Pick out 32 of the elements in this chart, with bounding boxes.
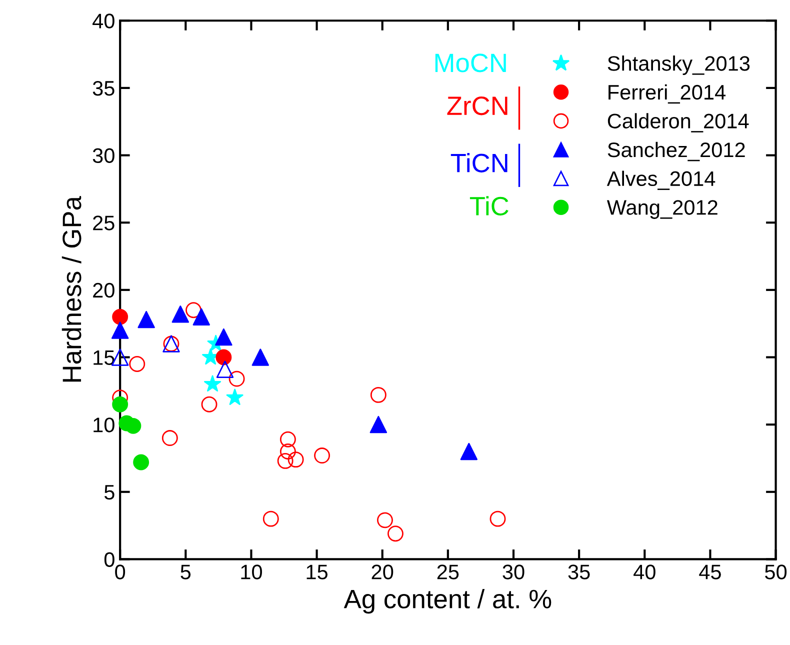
annotation: TiCN: [450, 153, 508, 172]
y-tick-label: 5: [104, 485, 114, 500]
legend-label: Calderon_2014: [608, 113, 749, 132]
y-tick-label: 20: [93, 282, 114, 298]
y-tick-label: 40: [92, 14, 114, 28]
x-tick-label: 30: [502, 564, 524, 580]
y-tick-label: 25: [93, 216, 114, 230]
y-tick-label: 35: [92, 80, 114, 96]
legend-label: Shtansky_2013: [608, 56, 750, 75]
x-tick-label: 35: [568, 564, 590, 580]
y-tick-label: 15: [94, 350, 114, 366]
x-tick-label: 40: [634, 564, 656, 580]
legend-label: Sanchez_2012: [608, 142, 745, 162]
y-tick-label: 10: [94, 418, 114, 432]
x-tick-label: 20: [372, 564, 394, 580]
y-tick-label: 0: [104, 552, 114, 567]
y-tick-label: 30: [92, 148, 114, 164]
x-tick-label: 15: [306, 564, 328, 580]
legend-label: Ferreri_2014: [608, 84, 726, 104]
x-tick-label: 25: [437, 564, 459, 580]
legend-label: Wang_2012: [606, 200, 718, 219]
annotation: MoCN: [435, 54, 506, 72]
x-tick-label: 50: [765, 564, 787, 580]
x-tick-label: 45: [699, 564, 721, 580]
x-tick-label: 0: [115, 564, 126, 580]
annotation: TiC: [470, 196, 508, 216]
x-tick-label: 10: [241, 564, 262, 580]
legend-label: Alves_2014: [606, 170, 716, 190]
y-axis-title: Hardness / GPa: [62, 196, 82, 382]
x-axis-title: Ag content / at. %: [344, 589, 552, 614]
annotation: ZrCN: [447, 96, 508, 116]
x-tick-label: 5: [180, 564, 191, 580]
